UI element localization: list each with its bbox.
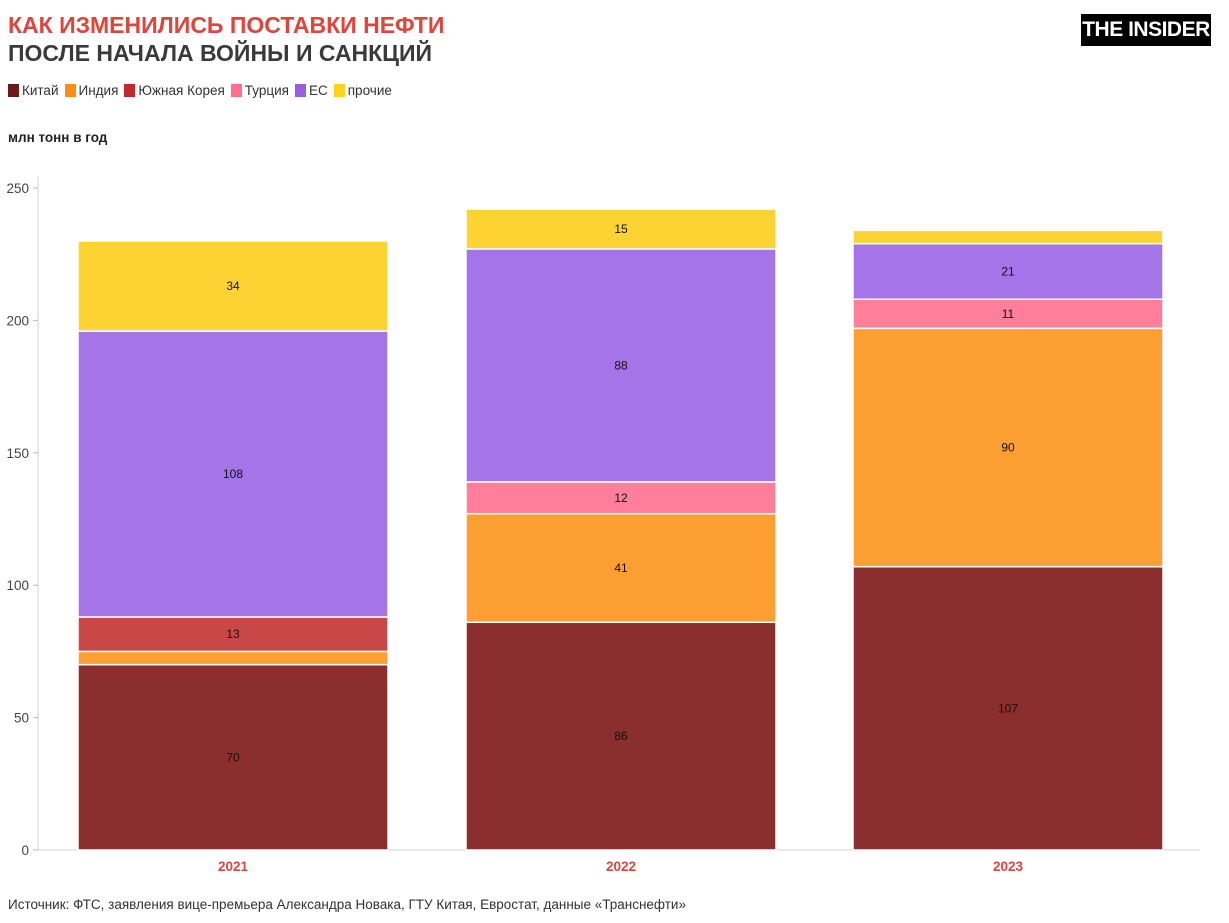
legend: Китай Индия Южная Корея Турция ЕС прочие [8, 83, 398, 98]
legend-item-turkey: Турция [230, 83, 289, 98]
bar-segment [852, 242, 1164, 300]
bar-segment [852, 327, 1164, 568]
bar-segment [465, 248, 777, 483]
legend-swatch [8, 84, 19, 97]
chart-title: КАК ИЗМЕНИЛИСЬ ПОСТАВКИ НЕФТИ [8, 12, 445, 38]
data-label: 107 [998, 701, 1018, 715]
y-tick-label: 0 [21, 843, 29, 858]
data-label: 13 [226, 627, 240, 641]
legend-item-india: Индия [64, 83, 119, 98]
y-tick-label: 100 [6, 578, 29, 593]
y-tick-label: 50 [14, 711, 29, 726]
data-label: 15 [614, 222, 628, 236]
source-note: Источник: ФТС, заявления вице-премьера А… [8, 897, 686, 912]
legend-label: прочие [347, 83, 392, 98]
legend-label: ЕС [308, 83, 328, 98]
legend-swatch [333, 84, 345, 97]
legend-swatch [64, 84, 76, 97]
y-tick-label: 250 [6, 181, 29, 196]
data-label: 88 [614, 358, 628, 372]
x-tick-label: 2022 [606, 859, 636, 874]
bar-segment [77, 616, 389, 653]
y-tick-label: 200 [6, 313, 29, 328]
y-tick-label: 150 [6, 446, 29, 461]
data-label: 34 [226, 279, 240, 293]
legend-label: Турция [244, 83, 289, 98]
x-tick-label: 2023 [993, 859, 1024, 874]
legend-label: Южная Корея [138, 83, 225, 98]
legend-swatch [294, 84, 306, 97]
legend-label: Китай [22, 83, 59, 98]
bar-segment [77, 650, 389, 666]
data-label: 12 [614, 491, 628, 505]
data-label: 70 [226, 750, 240, 764]
bar-segment [465, 512, 777, 624]
data-label: 86 [614, 729, 628, 743]
legend-label: Индия [78, 83, 119, 98]
x-tick-label: 2021 [218, 859, 249, 874]
bar-segment [465, 481, 777, 515]
data-label: 41 [614, 561, 628, 575]
legend-item-eu: ЕС [294, 83, 328, 98]
bar-segment [852, 298, 1164, 330]
chart-subtitle: ПОСЛЕ НАЧАЛА ВОЙНЫ И САНКЦИЙ [8, 40, 433, 66]
legend-swatch [124, 84, 136, 97]
data-label: 108 [223, 467, 243, 481]
legend-item-china: Китай [8, 83, 59, 98]
data-label: 11 [1002, 307, 1015, 321]
y-axis-unit-label: млн тонн в год [8, 130, 108, 145]
bar-segment [852, 565, 1164, 851]
bar-segment [852, 229, 1164, 245]
legend-swatch [230, 84, 242, 97]
bar-segment [77, 663, 389, 851]
publisher-logo: THE INSIDER [1081, 14, 1211, 46]
data-label: 21 [1001, 264, 1015, 278]
bar-segment [77, 240, 389, 332]
legend-item-other: прочие [333, 83, 392, 98]
bar-segment [465, 621, 777, 851]
legend-item-south-korea: Южная Корея [124, 83, 225, 98]
data-label: 90 [1001, 441, 1015, 455]
bar-segment [465, 208, 777, 250]
